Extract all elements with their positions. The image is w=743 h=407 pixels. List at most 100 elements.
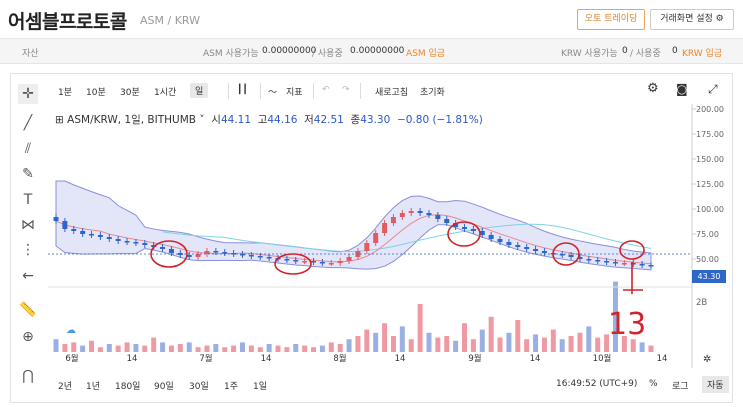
brush-icon[interactable]: ✎: [22, 166, 34, 182]
fib-icon[interactable]: ⫽: [24, 141, 32, 157]
candle-body: [204, 251, 210, 254]
candle-type-icon[interactable]: ┃┃: [237, 85, 248, 95]
candle-body: [284, 259, 290, 261]
y-tick-label: 75.00: [696, 230, 719, 239]
candle-body: [533, 249, 539, 251]
handwritten-annotation: 13: [608, 307, 646, 342]
price-chart[interactable]: 200.00 175.00 150.00 125.00 100.00 75.00 50.00…: [48, 104, 732, 372]
asm-available-label: ASM 사용가능: [203, 49, 259, 59]
pattern-icon[interactable]: ⋈: [21, 217, 35, 233]
x-tick-label: 6월: [65, 353, 78, 364]
volume-bar: [630, 339, 636, 352]
chevron-down-icon[interactable]: ˅: [199, 114, 205, 126]
range-1w[interactable]: 1주: [224, 382, 239, 392]
text-icon[interactable]: T: [23, 192, 33, 208]
candle-body: [630, 263, 636, 265]
auto-trading-button[interactable]: 오토 트레이딩: [577, 9, 645, 30]
range-180d[interactable]: 180일: [115, 382, 141, 392]
magnet-icon[interactable]: ⋂: [22, 368, 34, 384]
axis-settings-icon: ✲: [703, 354, 711, 365]
volume-bar: [80, 345, 86, 352]
reset-button[interactable]: 초기화: [420, 88, 445, 98]
divider: [313, 83, 314, 99]
volume-bar: [293, 344, 299, 352]
volume-bar: [71, 342, 77, 352]
volume-bar: [222, 347, 228, 352]
pair-label: ASM / KRW: [140, 14, 200, 27]
candle-body: [604, 261, 610, 263]
volume-bar: [506, 332, 512, 352]
candle-body: [444, 219, 450, 223]
close-value: 43.30: [360, 114, 391, 126]
range-90d[interactable]: 90일: [154, 382, 174, 392]
candle-body: [488, 235, 494, 239]
candle-body: [239, 254, 245, 256]
volume-bar: [248, 345, 254, 352]
high-value: 44.16: [267, 114, 298, 126]
screen-settings-button[interactable]: 거래화면 설정 ⚙: [650, 9, 734, 30]
percent-toggle[interactable]: %: [649, 379, 658, 389]
volume-bar: [275, 345, 281, 352]
volume-bar: [151, 337, 157, 352]
interval-10m[interactable]: 10분: [86, 88, 106, 98]
candle-body: [89, 234, 95, 236]
crosshair-icon[interactable]: ✛: [18, 84, 38, 104]
indicator-icon[interactable]: 〜: [268, 88, 278, 98]
volume-bar: [639, 342, 645, 352]
volume-bar: [231, 345, 237, 352]
indicator-button[interactable]: 지표: [286, 88, 303, 98]
chart-toolbar: 1분 10분 30분 1시간 일 ┃┃ 〜 지표 ↶ ↷ 새로고침 초기화 ⚙ …: [48, 80, 728, 102]
krw-deposit-link[interactable]: KRW 입금: [682, 49, 723, 59]
candle-body: [195, 254, 201, 257]
range-2y[interactable]: 2년: [58, 382, 73, 392]
redo-icon[interactable]: ↷: [342, 85, 350, 95]
candle-body: [80, 231, 86, 234]
candle-body: [559, 254, 565, 256]
interval-1h[interactable]: 1시간: [154, 88, 177, 98]
legend-symbol: ASM/KRW, 1일, BITHUMB: [67, 114, 196, 126]
refresh-button[interactable]: 새로고침: [375, 88, 409, 98]
range-1y[interactable]: 1년: [86, 382, 101, 392]
interval-1m[interactable]: 1분: [58, 88, 73, 98]
trend-line-icon[interactable]: ╱: [23, 115, 33, 131]
drawing-toolbar: ✛ ╱ ⫽ ✎ T ⋈ ⋮ ← 📏 ⊕ ⋂: [10, 80, 46, 400]
x-tick-label: 14: [127, 354, 138, 364]
candle-body: [222, 252, 228, 254]
auto-toggle[interactable]: 자동: [702, 376, 729, 393]
page-title: 어셈블프로토콜: [8, 11, 127, 33]
zoom-icon[interactable]: ⊕: [22, 329, 34, 345]
fullscreen-icon[interactable]: ⤢: [708, 82, 718, 96]
volume-bar: [390, 336, 396, 352]
interval-1d[interactable]: 일: [190, 83, 209, 98]
asset-bar: 자산 ASM 사용가능 0.00000000 / 사용중 0.00000000 …: [0, 38, 743, 64]
candle-body: [470, 229, 476, 231]
log-toggle[interactable]: 로그: [672, 382, 689, 392]
candle-body: [577, 257, 583, 259]
range-30d[interactable]: 30일: [189, 382, 209, 392]
asm-deposit-link[interactable]: ASM 입금: [406, 49, 446, 59]
candle-body: [311, 261, 317, 263]
undo-icon[interactable]: ↶: [322, 85, 330, 95]
ruler-icon[interactable]: 📏: [19, 302, 37, 318]
x-tick-label: 14: [657, 354, 668, 364]
volume-bar: [142, 345, 148, 352]
volume-bar: [568, 336, 574, 352]
legend-toggle-icon[interactable]: ⊞: [55, 114, 64, 126]
candle-body: [408, 211, 414, 213]
change-value: −0.80 (−1.81%): [396, 114, 483, 126]
arrow-left-icon[interactable]: ←: [22, 268, 34, 284]
interval-30m[interactable]: 30분: [120, 88, 140, 98]
settings-icon[interactable]: ⚙: [647, 81, 659, 96]
candle-body: [612, 262, 618, 264]
candle-body: [417, 211, 423, 213]
camera-icon[interactable]: ◙: [676, 82, 688, 96]
candle-body: [71, 229, 77, 231]
candle-body: [213, 251, 219, 253]
candle-body: [257, 256, 263, 258]
x-tick-label: 14: [261, 354, 272, 364]
volume-bar: [355, 336, 361, 352]
measure-icon[interactable]: ⋮: [21, 242, 35, 258]
volume-bar: [124, 342, 130, 352]
range-1d[interactable]: 1일: [253, 382, 268, 392]
candle-body: [621, 263, 627, 265]
